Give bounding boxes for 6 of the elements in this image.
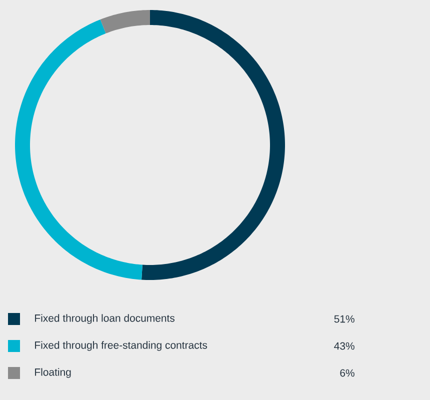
legend-label: Fixed through free-standing contracts [35, 341, 208, 351]
data-label: 43% [334, 342, 354, 350]
data-label: 51% [334, 315, 354, 323]
legend-label: Fixed through loan documents [35, 314, 175, 324]
legend-label: Floating [35, 368, 71, 378]
data-label: 6% [340, 369, 354, 377]
